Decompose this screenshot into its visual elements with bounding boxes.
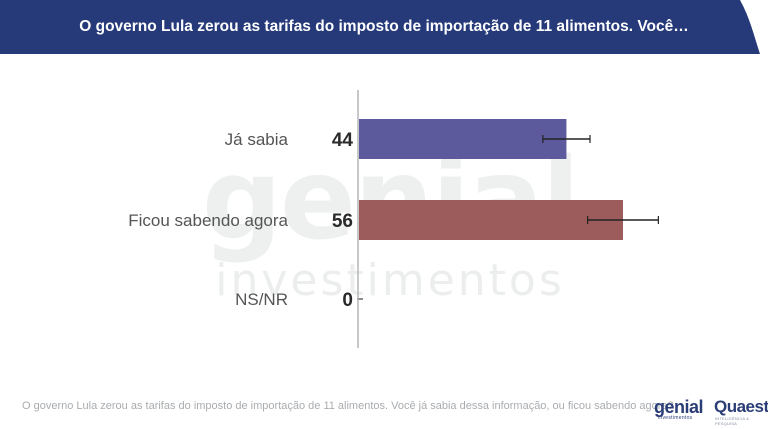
value-label-0: 44 [332,130,354,151]
footer-note: O governo Lula zerou as tarifas do impos… [22,400,674,412]
quaest-logo: Quaest INTELIGÊNCIA & PESQUISA [714,397,768,427]
quaest-logo-text: Quaest [714,397,768,416]
category-label-2: NS/NR [235,290,288,309]
category-label-0: Já sabia [225,130,289,149]
header-banner: O governo Lula zerou as tarifas do impos… [0,0,768,54]
genial-logo-subtext: investimentos [658,415,693,421]
bar-1 [359,200,623,240]
category-label-1: Ficou sabendo agora [128,211,288,230]
header-shape [0,0,760,54]
value-label-2: 0 [342,290,353,311]
value-label-1: 56 [332,211,353,232]
bar-0 [359,119,567,159]
genial-logo: genial investimentos [654,398,710,424]
chart-title: O governo Lula zerou as tarifas do impos… [79,18,689,35]
quaest-logo-subtext: INTELIGÊNCIA & PESQUISA [715,416,750,426]
genial-logo-text: genial [654,397,704,417]
